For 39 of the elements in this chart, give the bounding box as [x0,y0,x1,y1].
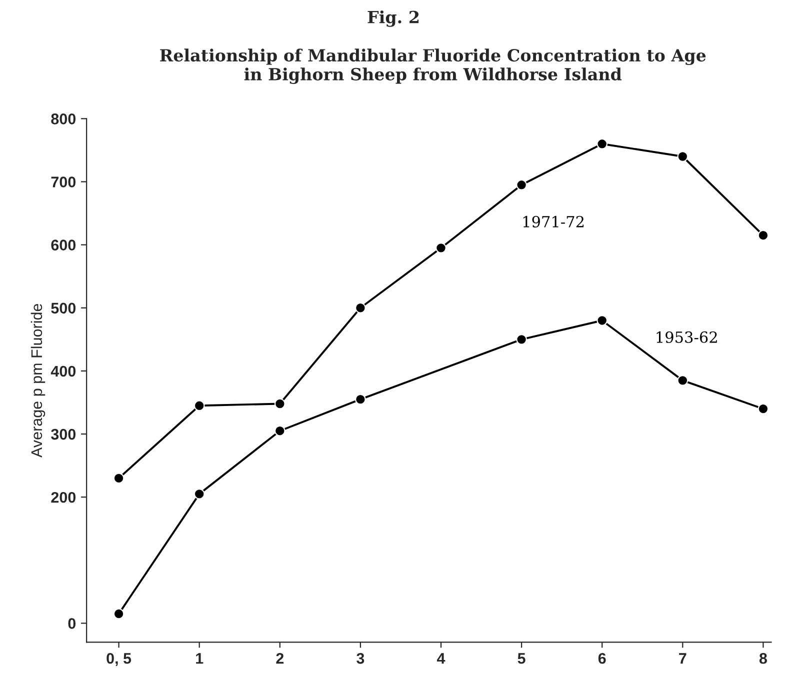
y-tick-label: 600 [51,240,76,250]
y-tick-label: 800 [51,114,76,124]
chart-title: Fig. 2 [368,10,419,27]
point [516,180,527,190]
x-tick-label: 4 [436,653,446,664]
point [436,242,446,254]
point [758,403,769,414]
point [596,138,608,150]
point [194,400,205,412]
y-tick-label: 200 [51,492,76,503]
x-tick-label: 0, 5 [106,652,132,666]
point [355,394,366,405]
y-tick-label: 0 [68,618,76,629]
y-tick-label: 300 [51,428,76,440]
point [677,375,688,386]
x-tick-label: 2 [276,652,284,664]
point [113,608,124,620]
point [596,315,608,326]
x-tick-label: 3 [356,652,364,664]
x-tick-label: 8 [759,652,767,664]
y-axis-title: Average p pm Fluoride [30,304,46,458]
point [677,151,688,162]
y-tick-label: 700 [51,176,76,188]
x-tick-label: 6 [598,652,606,664]
point [355,302,366,314]
y-tick-label: 400 [50,366,76,377]
series-label: 1953-62 [656,331,717,343]
y-tick-label: 500 [51,302,76,314]
point [516,334,527,345]
chart-subtitle: Relationship of Mandibular Fluoride Concentration to Age in Bighorn Sheep from Wildhorse Island [160,48,706,84]
x-tick-label: 7 [679,653,686,664]
point [274,398,286,410]
point [194,488,205,500]
x-tick-label: 5 [518,653,526,664]
point [113,472,124,484]
point [274,425,286,436]
series-label: 1971-72 [523,216,584,228]
point [758,230,769,241]
x-tick-label: 1 [196,653,204,664]
